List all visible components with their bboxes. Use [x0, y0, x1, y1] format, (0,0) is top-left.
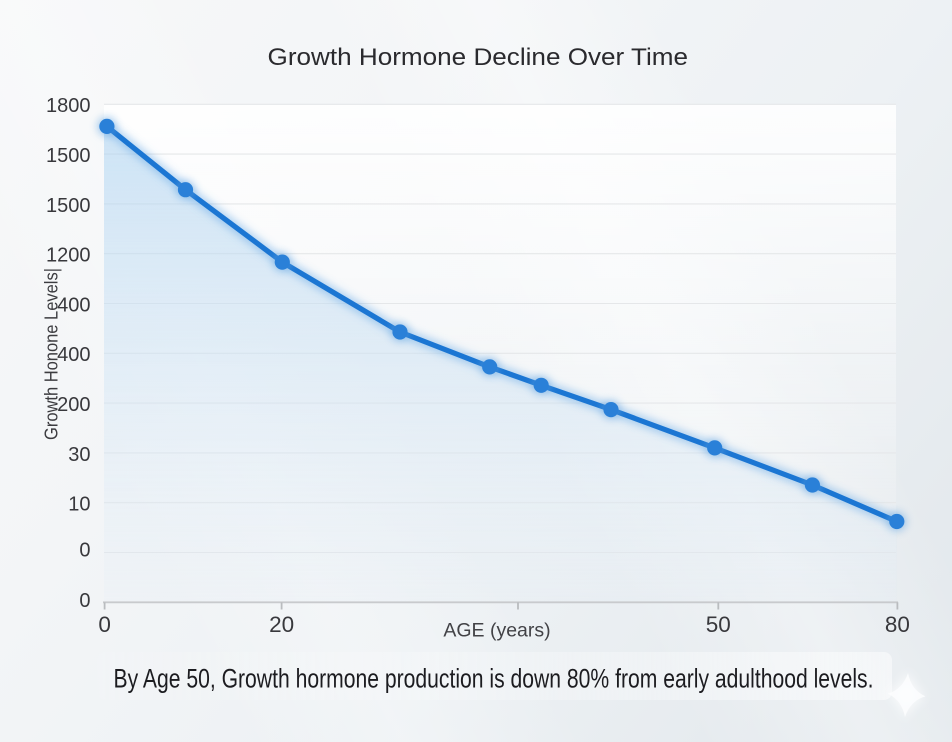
- svg-text:1200: 1200: [46, 245, 91, 267]
- svg-text:0: 0: [79, 539, 90, 561]
- svg-text:20: 20: [269, 612, 294, 637]
- svg-text:0: 0: [98, 612, 111, 637]
- svg-text:0: 0: [79, 590, 90, 612]
- svg-text:1500: 1500: [46, 195, 91, 217]
- svg-text:50: 50: [706, 612, 731, 637]
- svg-text:400: 400: [57, 344, 90, 366]
- svg-text:200: 200: [57, 394, 90, 416]
- svg-text:1800: 1800: [46, 95, 91, 117]
- svg-text:By Age 50, Growth hormone prod: By Age 50, Growth hormone production is …: [114, 664, 874, 694]
- svg-text:400: 400: [57, 294, 90, 316]
- svg-text:Growth Honone Levels|: Growth Honone Levels|: [41, 268, 62, 440]
- svg-text:Growth Hormone Decline Over Ti: Growth Hormone Decline Over Time: [268, 44, 689, 71]
- svg-text:10: 10: [68, 494, 90, 516]
- svg-text:80: 80: [885, 612, 910, 637]
- svg-text:30: 30: [68, 444, 90, 466]
- svg-text:1500: 1500: [46, 145, 91, 167]
- svg-text:AGE (years): AGE (years): [443, 620, 550, 642]
